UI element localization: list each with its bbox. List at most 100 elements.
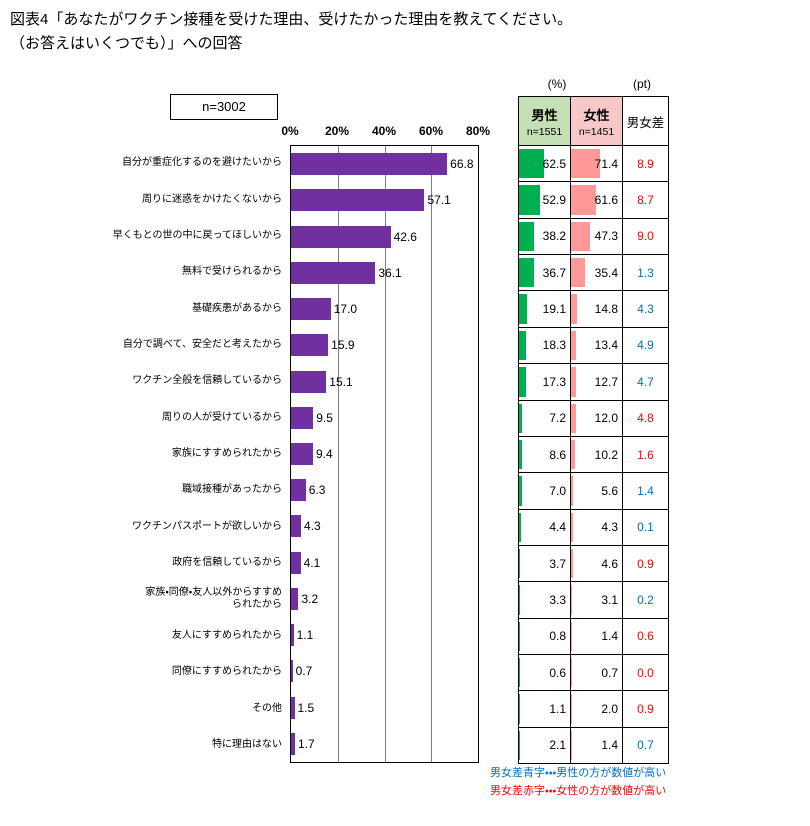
diff-value: 0.0 [637,665,654,680]
diff-value-cell: 0.1 [623,509,669,546]
female-value-cell: 4.6 [571,545,623,583]
male-value: 62.5 [542,156,566,171]
bar [291,442,313,465]
bar-value-label: 9.5 [316,410,333,425]
male-value: 38.2 [542,229,566,244]
diff-value-cell: 0.7 [623,727,669,765]
male-mini-bar [519,512,521,542]
bar-value-label: 3.2 [301,591,319,606]
male-value: 19.1 [542,302,566,317]
female-mini-bar [571,294,577,324]
diff-value: 1.6 [637,447,654,462]
figure-title-line2: （お答えはいくつでも）」への回答 [10,35,243,52]
male-mini-bar [519,149,544,179]
female-mini-bar [571,512,573,542]
bar-row: 57.1 [291,182,478,218]
pt-unit-label: (pt) [633,77,651,91]
female-value-cell: 5.6 [571,473,623,510]
male-mini-bar [519,330,527,361]
category-label: その他 [252,702,282,714]
category-label: 自分が重症化するのを避けたいから [122,157,282,169]
male-mini-bar [519,548,521,579]
category-label: 家族・同僚・友人以外からすすめ られたから [145,587,282,611]
bar-row: 36.1 [291,255,478,291]
category-label: 周りの人が受けているから [162,411,282,423]
category-label: 早くもとの世の中に戻ってほしいから [112,229,282,241]
female-header-label: 女性 [583,107,610,123]
category-label: 友人にすすめられたから [171,629,282,641]
category-label: 自分で調べて、安全だと考えたから [122,338,282,350]
gender-stats-table: 男性 n=1551 女性 n=1451 男女差 62.5 71.4 8.9 52.9 6… [518,96,669,765]
female-value: 47.3 [594,229,618,244]
female-mini-bar [571,403,576,433]
male-value-cell: 0.8 [519,618,571,656]
female-value: 0.7 [601,665,618,680]
bar-row: 4.3 [291,508,478,544]
gridline [431,146,433,762]
female-sample-label: n=1451 [578,125,615,138]
x-axis-tick: 60% [418,124,444,138]
diff-value-cell: 4.3 [623,291,669,328]
diff-value: 4.8 [637,411,654,426]
bar-row: 0.7 [291,653,478,689]
female-value: 4.6 [601,556,618,571]
bar [291,298,331,321]
male-value-cell: 38.2 [519,218,571,256]
table-row: 36.7 35.4 1.3 [519,255,669,292]
bar [291,587,299,610]
female-value-cell: 1.4 [571,727,623,765]
category-labels: 自分が重症化するのを避けたいから 周りに迷惑をかけたくないから 早くもとの世の中に戻… [104,145,286,763]
female-mini-bar [571,730,572,761]
bar-row: 6.3 [291,472,478,508]
table-row: 62.5 71.4 8.9 [519,146,669,183]
diff-value-cell: 1.3 [623,255,669,292]
category-label: 同僚にすすめられたから [171,666,282,678]
diff-value: 1.3 [637,265,654,280]
x-axis-tick: 0% [281,124,299,138]
bar [291,696,295,719]
figure-title-line1: 図表4「あなたがワクチン接種を受けた理由、受けたかった理由を教えてください。 [10,11,573,28]
female-mini-bar [571,149,600,179]
table-row: 18.3 13.4 4.9 [519,327,669,365]
male-value-cell: 3.7 [519,545,571,583]
diff-value: 8.7 [637,193,654,208]
diff-value-cell: 8.7 [623,182,669,219]
male-mini-bar [519,403,522,433]
female-mini-bar [571,476,574,506]
bar-value-label: 0.7 [295,664,313,679]
bar-value-label: 9.4 [315,446,333,461]
bar-row: 1.5 [291,690,478,726]
female-value-cell: 10.2 [571,436,623,474]
bar [291,370,327,393]
diff-value: 0.1 [637,520,654,535]
female-value-cell: 1.4 [571,618,623,656]
female-value-cell: 13.4 [571,327,623,365]
male-value-cell: 17.3 [519,364,571,401]
category-label: 無料で受けられるから [182,266,282,278]
note-male-higher: 男女差青字・・・男性の方が数値が高い [490,767,667,779]
bar-row: 66.8 [291,146,478,182]
category-label: 基礎疾患があるから [192,302,282,314]
bar-row: 42.6 [291,218,478,254]
diff-value: 1.4 [637,483,654,498]
male-value: 3.7 [549,556,566,571]
female-value-cell: 35.4 [571,255,623,292]
bar-value-label: 6.3 [308,483,326,498]
bar-row: 9.4 [291,436,478,472]
category-label: 政府を信頼しているから [172,557,282,569]
diff-value: 4.7 [637,374,654,389]
male-value: 4.4 [549,520,566,535]
bar [291,406,314,429]
male-header-cell: 男性 n=1551 [519,97,571,146]
bar-row: 17.0 [291,291,478,327]
diff-value: 0.6 [637,629,654,644]
bar-row: 9.5 [291,400,478,436]
female-mini-bar [571,221,590,252]
male-value-cell: 2.1 [519,727,571,765]
male-mini-bar [519,221,535,252]
female-value: 1.4 [601,629,618,644]
male-mini-bar [519,730,520,761]
table-row: 7.0 5.6 1.4 [519,473,669,510]
diff-value-cell: 1.4 [623,473,669,510]
female-value: 10.2 [594,447,618,462]
